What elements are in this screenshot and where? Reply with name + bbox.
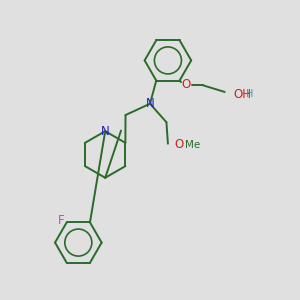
Text: O: O bbox=[182, 78, 191, 91]
Text: F: F bbox=[57, 214, 64, 227]
Text: H: H bbox=[247, 89, 254, 99]
Text: OH: OH bbox=[233, 88, 251, 101]
Text: Me: Me bbox=[185, 140, 200, 150]
Text: N: N bbox=[146, 97, 154, 110]
Text: N: N bbox=[101, 125, 110, 138]
Text: O: O bbox=[174, 138, 183, 151]
